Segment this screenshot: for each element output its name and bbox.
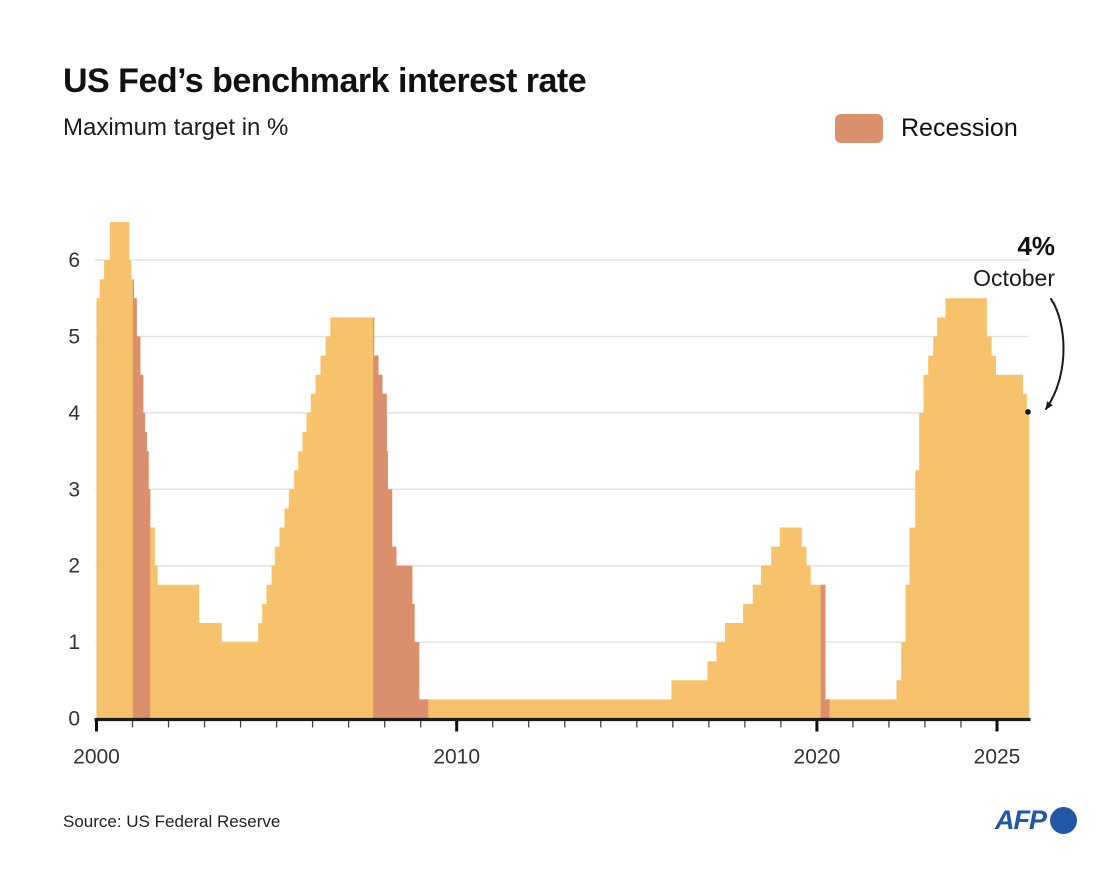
legend: Recession: [835, 114, 1018, 143]
page-title: US Fed’s benchmark interest rate: [63, 62, 587, 100]
x-tick-label-2010: 2010: [433, 746, 480, 769]
annotation-rate-value: 4%: [1017, 231, 1055, 261]
annotation-month-label: October: [973, 265, 1055, 291]
y-tick-label-4: 4: [68, 402, 80, 425]
rate-area: [96, 221, 1030, 719]
y-tick-label-2: 2: [68, 555, 80, 578]
y-tick-label-5: 5: [68, 326, 80, 349]
y-tick-label-6: 6: [68, 249, 80, 272]
x-tick-label-2020: 2020: [794, 746, 841, 769]
y-tick-label-3: 3: [68, 478, 80, 501]
annotation-arrow: [1045, 298, 1065, 410]
afp-logo-text: AFP: [995, 805, 1047, 835]
y-tick-label-0: 0: [68, 708, 80, 731]
x-tick-label-2025: 2025: [974, 746, 1021, 769]
x-tick-label-2000: 2000: [73, 746, 120, 769]
chart-subtitle: Maximum target in %: [63, 114, 289, 141]
y-tick-label-1: 1: [68, 631, 80, 654]
afp-logo: AFP: [995, 805, 1077, 836]
latest-value-dot: [1025, 409, 1031, 415]
source-credit: Source: US Federal Reserve: [63, 812, 281, 831]
recession-legend-swatch: [835, 114, 883, 143]
afp-globe-icon: [1050, 807, 1077, 834]
recession-legend-label: Recession: [901, 114, 1018, 142]
